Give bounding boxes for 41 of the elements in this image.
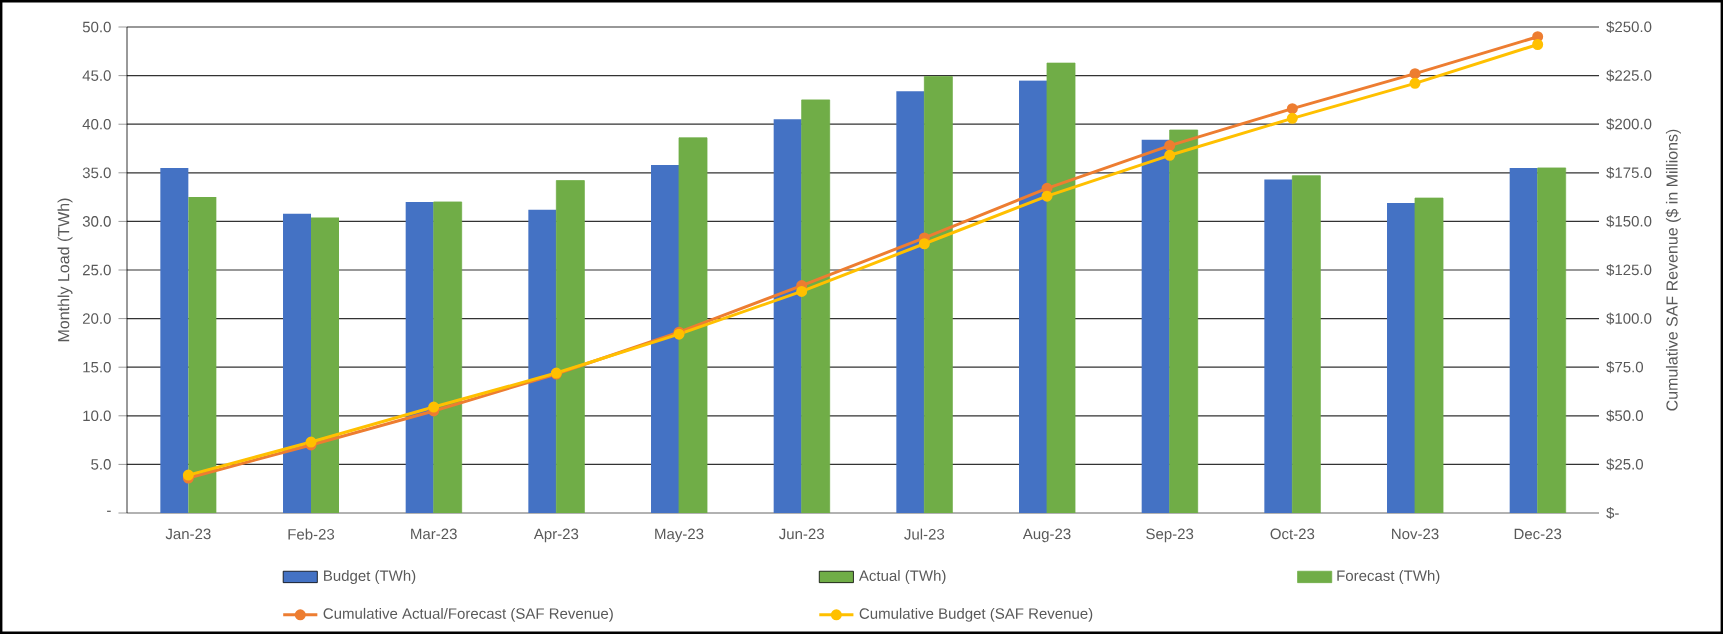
y-tick-label: 10.0 — [83, 410, 111, 422]
y-tick-label: 40.0 — [82, 118, 111, 130]
x-tick-label: Mar-23 — [411, 528, 457, 540]
x-tick-label: Nov-23 — [1392, 528, 1439, 540]
y-tick-label: 50.0 — [82, 21, 111, 33]
x-tick-label: Feb-23 — [288, 528, 335, 540]
y2-tick-label: $175.0 — [1606, 166, 1652, 179]
x-tick-label: Aug-23 — [1022, 528, 1071, 543]
x-tick-label: Jul-23 — [904, 528, 945, 540]
y-tick-label: 30.0 — [82, 216, 111, 227]
y-tick-label: 35.0 — [82, 167, 111, 179]
y2-tick-label: $125.0 — [1606, 263, 1652, 277]
x-tick-label: Jun-23 — [778, 528, 824, 540]
x-tick-label: Dec-23 — [1514, 528, 1562, 540]
x-tick-label: Apr-23 — [533, 528, 579, 543]
y2-axis-title: Cumulative SAF Revenue ($ in Millions) — [1665, 129, 1681, 411]
y2-tick-label: $150.0 — [1606, 215, 1652, 228]
x-tick-label: May-23 — [655, 528, 704, 543]
x-tick-label: Sep-23 — [1146, 528, 1194, 543]
y-tick-label: - — [107, 510, 111, 512]
y-tick-label: 15.0 — [83, 361, 111, 373]
y2-tick-label: $100.0 — [1606, 312, 1652, 325]
y-tick-label: 25.0 — [82, 264, 111, 276]
y2-tick-label: $225.0 — [1606, 69, 1652, 82]
y2-tick-label: $50.0 — [1606, 409, 1644, 422]
y-axis-title: Monthly Load (TWh) — [57, 198, 73, 342]
legend-label: Actual (TWh) — [858, 570, 946, 584]
y2-tick-label: $250.0 — [1606, 20, 1652, 34]
y-tick-label: 20.0 — [82, 313, 111, 324]
y-tick-label: 5.0 — [91, 459, 111, 470]
y-tick-label: 45.0 — [82, 70, 111, 81]
legend-label: Cumulative Budget (SAF Revenue) — [859, 607, 1093, 622]
legend-label: Forecast (TWh) — [1337, 570, 1440, 584]
x-tick-label: Jan-23 — [165, 528, 211, 540]
y2-tick-label: $200.0 — [1606, 118, 1652, 131]
legend-label: Budget (TWh) — [324, 570, 416, 584]
y2-tick-label: $25.0 — [1606, 458, 1644, 471]
y2-tick-label: $75.0 — [1606, 361, 1644, 374]
x-tick-label: Oct-23 — [1270, 528, 1315, 540]
legend-label: Cumulative Actual/Forecast (SAF Revenue) — [323, 607, 613, 622]
y2-tick-label: $- — [1606, 506, 1619, 520]
